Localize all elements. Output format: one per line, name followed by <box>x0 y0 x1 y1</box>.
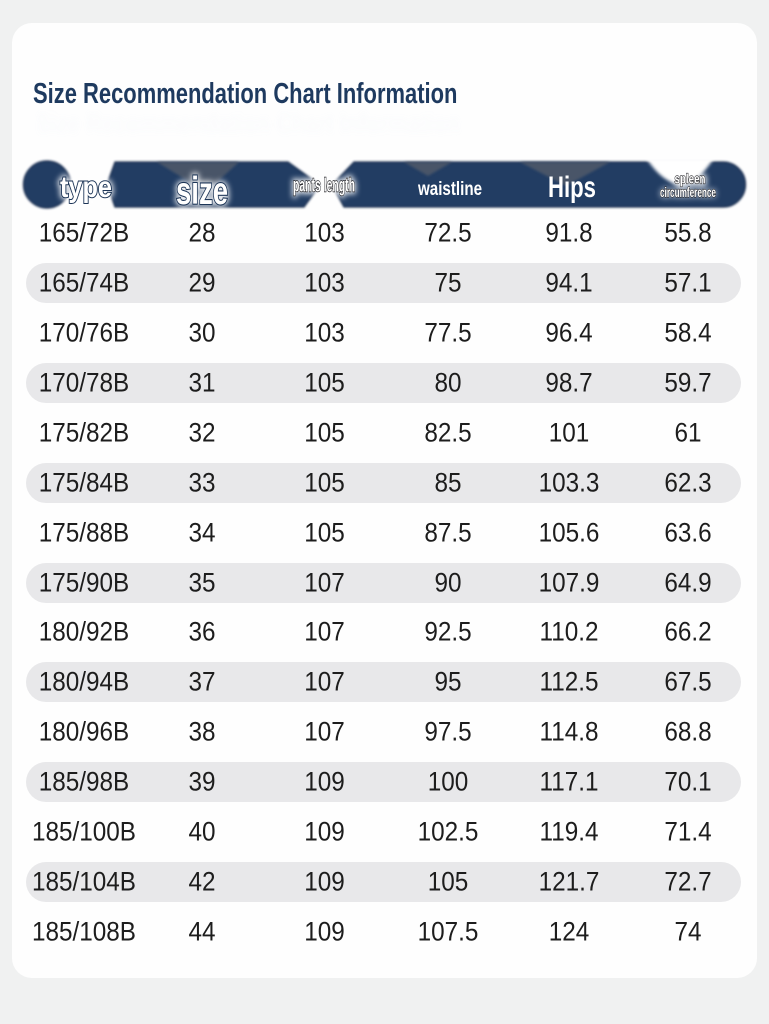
svg-text:pants length: pants length <box>293 176 355 197</box>
svg-text:spleen: spleen <box>675 172 706 187</box>
svg-text:circumference: circumference <box>660 185 716 200</box>
svg-text:circumference: circumference <box>660 185 716 200</box>
svg-text:pants length: pants length <box>293 176 355 197</box>
svg-text:size: size <box>176 170 228 213</box>
svg-text:spleen: spleen <box>675 172 706 187</box>
svg-text:size: size <box>176 170 228 213</box>
svg-text:type: type <box>60 171 112 204</box>
svg-text:waistline: waistline <box>417 179 482 200</box>
svg-text:type: type <box>60 171 112 204</box>
svg-text:Hips: Hips <box>548 171 596 204</box>
